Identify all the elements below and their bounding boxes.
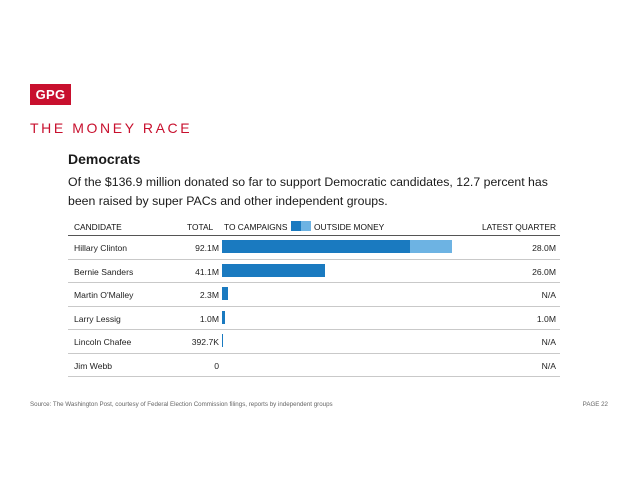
- latest-quarter: N/A: [541, 360, 556, 371]
- bar-track: [222, 240, 472, 253]
- header-candidate: CANDIDATE: [74, 222, 122, 232]
- header-latest-quarter: LATEST QUARTER: [482, 222, 556, 232]
- candidate-name: Hillary Clinton: [74, 243, 128, 253]
- intro-text: Of the $136.9 million donated so far to …: [68, 175, 548, 208]
- money-race-table: CANDIDATE TOTAL TO CAMPAIGNS OUTSIDE MON…: [68, 218, 560, 377]
- bar-track: [222, 310, 472, 324]
- latest-quarter: 26.0M: [532, 266, 556, 277]
- candidate-total: 2.3M: [199, 290, 219, 300]
- header-total: TOTAL: [187, 222, 214, 232]
- bar-outside-money: [409, 240, 453, 253]
- header-outside-money: OUTSIDE MONEY: [314, 222, 385, 232]
- bar-to-campaigns: [222, 287, 228, 300]
- table-row: Hillary Clinton 92.1M 28.0M: [68, 236, 560, 260]
- bar-to-campaigns: [222, 240, 410, 253]
- legend-swatch-outside: [301, 221, 311, 231]
- party-heading: Democrats: [68, 151, 141, 167]
- bar-track: [222, 263, 472, 277]
- latest-quarter: N/A: [541, 337, 556, 347]
- table-row: Jim Webb 0 N/A: [68, 354, 560, 377]
- header-to-campaigns: TO CAMPAIGNS: [224, 222, 288, 232]
- table-row: Bernie Sanders 41.1M 26.0M: [68, 260, 560, 283]
- bar-to-campaigns: [222, 263, 325, 277]
- legend-swatch-campaigns: [291, 221, 301, 231]
- table-row: Lincoln Chafee 392.7K N/A: [68, 330, 560, 354]
- candidate-name: Larry Lessig: [74, 313, 121, 324]
- candidate-name: Martin O'Malley: [74, 290, 134, 300]
- table-header: CANDIDATE TOTAL TO CAMPAIGNS OUTSIDE MON…: [68, 218, 560, 236]
- latest-quarter: 1.0M: [536, 313, 556, 324]
- latest-quarter: N/A: [541, 290, 556, 300]
- bar-to-campaigns: [222, 310, 225, 324]
- gpg-logo: GPG: [30, 84, 71, 105]
- candidate-total: 1.0M: [199, 313, 219, 324]
- source-footer: Source: The Washington Post, courtesy of…: [30, 401, 333, 408]
- candidate-name: Jim Webb: [74, 360, 113, 371]
- section-title: THE MONEY RACE: [30, 120, 193, 136]
- bar-to-campaigns: [222, 334, 223, 347]
- bar-track: [222, 358, 472, 371]
- candidate-name: Lincoln Chafee: [74, 337, 132, 347]
- candidate-total: 0: [214, 360, 219, 371]
- table-row: Larry Lessig 1.0M 1.0M: [68, 307, 560, 330]
- latest-quarter: 28.0M: [532, 243, 556, 253]
- table-row: Martin O'Malley 2.3M N/A: [68, 283, 560, 307]
- candidate-total: 392.7K: [191, 337, 219, 347]
- page-number: PAGE 22: [582, 401, 608, 408]
- bar-track: [222, 334, 472, 347]
- candidate-total: 41.1M: [195, 266, 219, 277]
- bar-track: [222, 287, 472, 300]
- candidate-total: 92.1M: [195, 243, 219, 253]
- candidate-name: Bernie Sanders: [74, 266, 134, 277]
